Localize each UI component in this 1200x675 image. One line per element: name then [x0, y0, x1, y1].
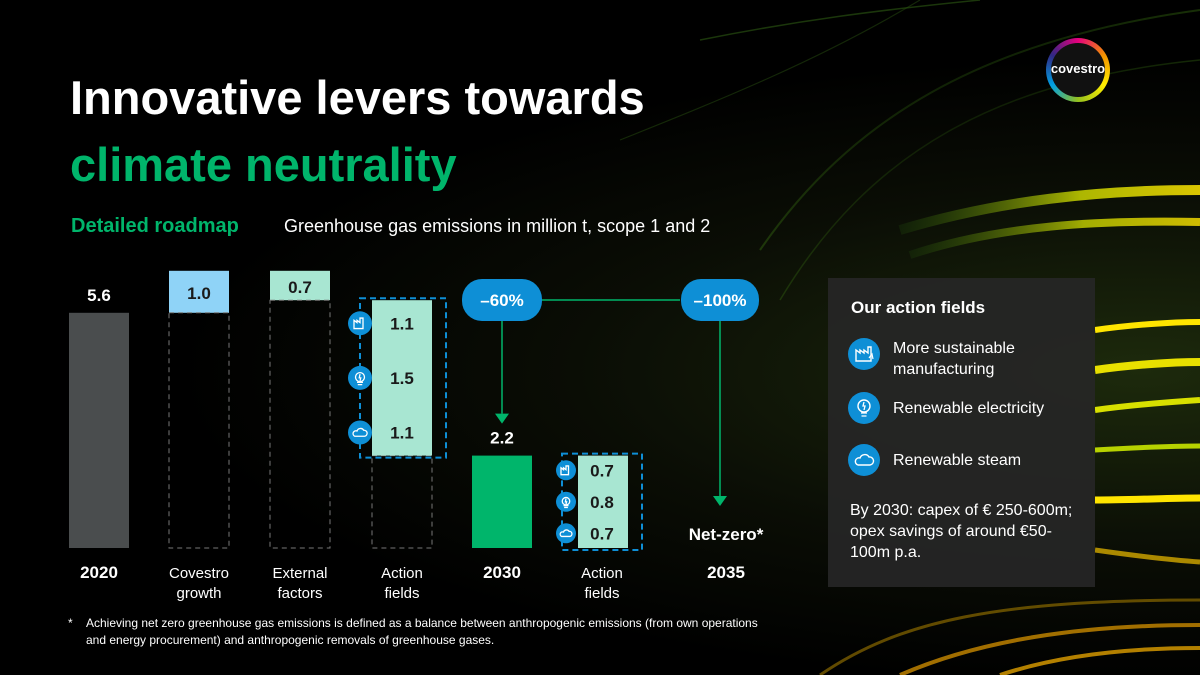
category-label: fields [584, 585, 619, 602]
category-label: fields [384, 585, 419, 602]
category-label: External [272, 565, 327, 582]
category-label: Action [581, 565, 623, 582]
category-label: 2030 [483, 563, 521, 582]
value-label-2035: Net-zero* [689, 525, 764, 544]
category-label: 2020 [80, 563, 118, 582]
logo-text: covestro [1050, 61, 1106, 76]
page-title-line1: Innovative levers towards [70, 71, 645, 124]
category-label: growth [176, 585, 221, 602]
covestro-logo: covestro [1046, 38, 1110, 102]
component-label-action-fields: 1.5 [390, 369, 414, 388]
lightbulb-icon-bulb [354, 371, 366, 383]
arrow-head-2030 [495, 413, 509, 424]
bar-external-factors [270, 270, 330, 301]
factory-icon-glyph [560, 465, 570, 476]
category-label: Covestro [169, 565, 229, 582]
category-label: 2035 [707, 563, 745, 582]
panel-item-label: Renewable steam [893, 452, 1022, 469]
bar-action-fields-2 [578, 455, 628, 548]
cloud-icon [848, 444, 880, 476]
factory-icon [848, 338, 880, 370]
component-label-action-fields-2: 0.7 [590, 524, 614, 543]
arrow-head-2035 [713, 496, 727, 506]
action-fields-panel: Our action fields More sustainable manuf… [828, 278, 1095, 587]
logo-inner-circle [1051, 43, 1105, 97]
subtitle-label: Detailed roadmap [71, 215, 239, 237]
value-label-covestro-growth: 1.0 [187, 284, 211, 303]
lightbulb-icon-glyph [357, 374, 363, 386]
reduction-badge-label: –100% [694, 291, 747, 310]
cloud-icon [556, 523, 576, 544]
reduction-badge [462, 279, 542, 321]
lightbulb-icon-bulb [561, 496, 571, 506]
cloud-icon-glyph [559, 529, 573, 538]
component-label-action-fields-2: 0.7 [590, 461, 614, 480]
bar-covestro-growth [169, 270, 229, 313]
value-label-external-factors: 0.7 [288, 278, 312, 297]
panel-title: Our action fields [851, 298, 986, 317]
factory-icon-glyph [353, 317, 364, 330]
reduction-badge [681, 279, 759, 321]
component-label-action-fields-2: 0.8 [590, 493, 614, 512]
panel-item-label: Renewable electricity [893, 400, 1045, 417]
component-label-action-fields: 1.1 [390, 314, 414, 333]
ghost-bar-covestro-growth [168, 312, 230, 549]
footnote-marker: * [68, 616, 73, 630]
category-label: Action [381, 565, 423, 582]
ghost-bar-external-factors [269, 299, 331, 549]
value-label-2020: 5.6 [87, 286, 111, 305]
bar-action-fields [372, 300, 432, 456]
bar-2030 [472, 455, 532, 548]
bar-2020 [69, 312, 129, 548]
panel-item-label: More sustainable manufacturing [893, 340, 1015, 378]
category-label: factors [277, 585, 322, 602]
reduction-badge-label: –60% [480, 291, 523, 310]
panel-note: By 2030: capex of € 250-600m; opex savin… [850, 502, 1073, 561]
subtitle-text: Greenhouse gas emissions in million t, s… [284, 216, 711, 236]
component-label-action-fields: 1.1 [390, 424, 414, 443]
lightbulb-icon [848, 392, 880, 424]
footnote-text: Achieving net zero greenhouse gas emissi… [86, 616, 758, 647]
ghost-bar-action-fields [371, 455, 433, 549]
cloud-icon-glyph [352, 427, 368, 437]
value-label-2030: 2.2 [490, 429, 514, 448]
cloud-icon [348, 420, 372, 445]
page-title-line2: climate neutrality [70, 138, 457, 191]
